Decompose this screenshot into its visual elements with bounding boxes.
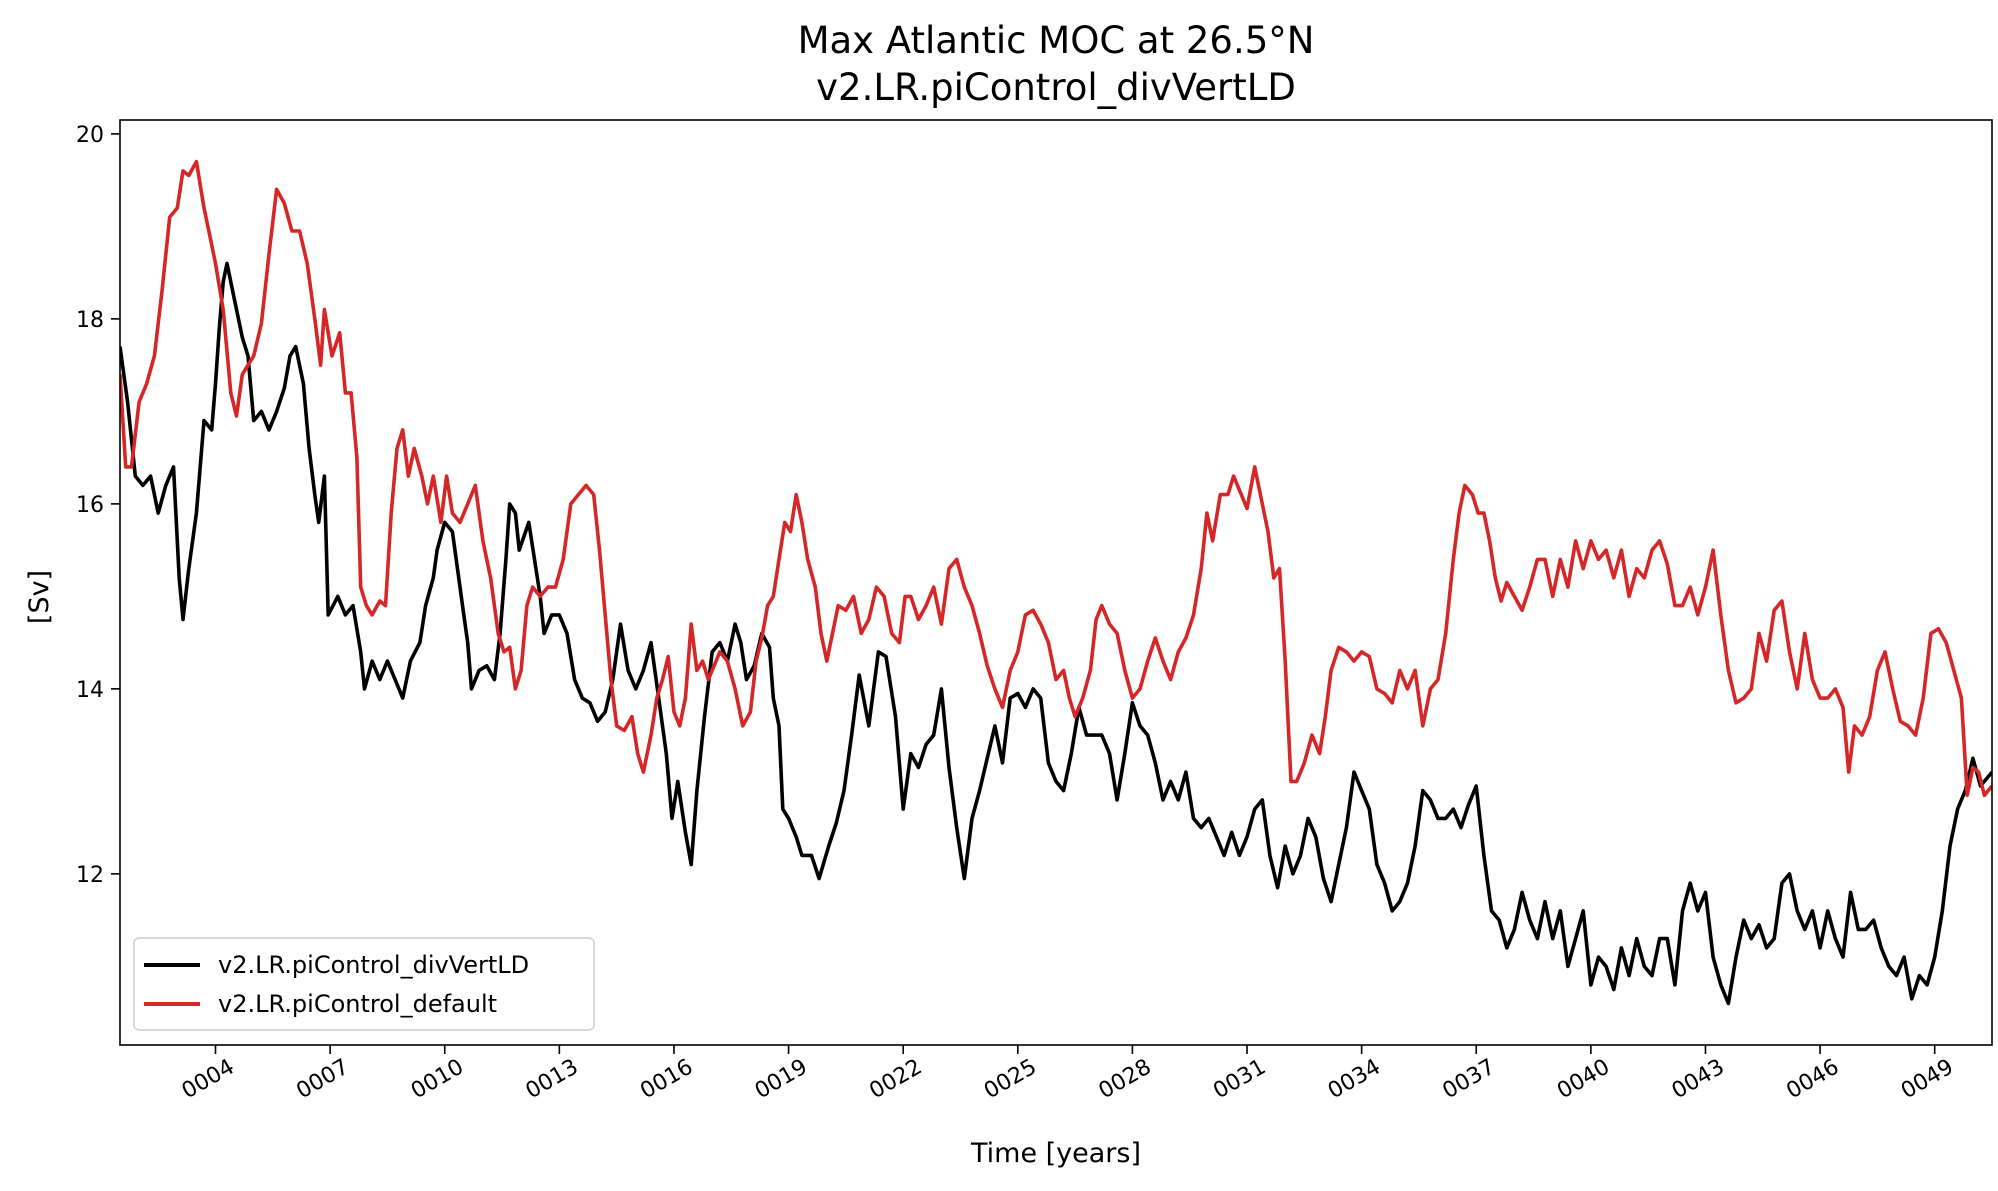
chart-subtitle: v2.LR.piControl_divVertLD (816, 66, 1296, 109)
y-tick-label: 20 (76, 123, 104, 148)
y-tick-label: 16 (76, 493, 104, 518)
legend-label-1: v2.LR.piControl_divVertLD (218, 951, 529, 979)
series-line-2 (120, 159, 1992, 798)
series-line-1 (120, 261, 1992, 1006)
y-tick-label: 18 (76, 308, 104, 333)
legend-label-2: v2.LR.piControl_default (218, 990, 497, 1018)
plot-area (120, 159, 1992, 1006)
legend-box (133, 937, 595, 1031)
y-tick-label: 14 (76, 678, 104, 703)
plot-frame (119, 119, 1993, 1046)
y-tick-label: 12 (76, 863, 104, 888)
y-axis-label: [Sv] (24, 570, 55, 624)
chart-title: Max Atlantic MOC at 26.5°N (798, 19, 1315, 62)
x-axis-label: Time [years] (970, 1138, 1141, 1169)
legend: v2.LR.piControl_divVertLD v2.LR.piControl… (133, 937, 595, 1031)
